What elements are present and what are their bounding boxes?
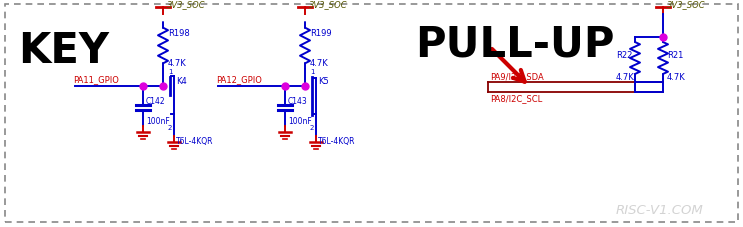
Text: PA11_GPIO: PA11_GPIO	[73, 75, 119, 84]
Text: 4.7K: 4.7K	[310, 58, 328, 67]
Text: 2: 2	[310, 124, 314, 131]
Text: 4.7K: 4.7K	[168, 58, 186, 67]
Text: C143: C143	[288, 96, 308, 105]
Text: 2: 2	[168, 124, 172, 131]
Text: T6L-4KQR: T6L-4KQR	[176, 136, 213, 145]
Text: 1: 1	[310, 69, 314, 75]
Text: R22: R22	[616, 51, 632, 60]
Text: 4.7K: 4.7K	[616, 72, 635, 81]
Text: T6L-4KQR: T6L-4KQR	[318, 136, 355, 145]
Text: KEY: KEY	[18, 30, 109, 72]
Text: R199: R199	[310, 28, 331, 37]
Text: PA8/I2C_SCL: PA8/I2C_SCL	[490, 94, 542, 103]
Text: 3V3_SOC: 3V3_SOC	[309, 0, 348, 10]
Text: 100nF: 100nF	[146, 116, 169, 125]
Text: 3V3_SOC: 3V3_SOC	[167, 0, 206, 10]
Text: K4: K4	[176, 77, 186, 86]
Text: R198: R198	[168, 28, 189, 37]
Text: R21: R21	[667, 51, 684, 60]
Text: 3V3_SOC: 3V3_SOC	[667, 0, 706, 10]
Text: PA9/I2C_SDA: PA9/I2C_SDA	[490, 72, 544, 81]
Text: 4.7K: 4.7K	[667, 72, 686, 81]
Text: K5: K5	[318, 77, 328, 86]
Text: PA12_GPIO: PA12_GPIO	[216, 75, 262, 84]
Text: RISC-V1.COM: RISC-V1.COM	[616, 204, 704, 217]
Text: 100nF: 100nF	[288, 116, 312, 125]
Text: C142: C142	[146, 96, 166, 105]
Text: PULL-UP: PULL-UP	[415, 23, 614, 65]
Text: 1: 1	[168, 69, 172, 75]
